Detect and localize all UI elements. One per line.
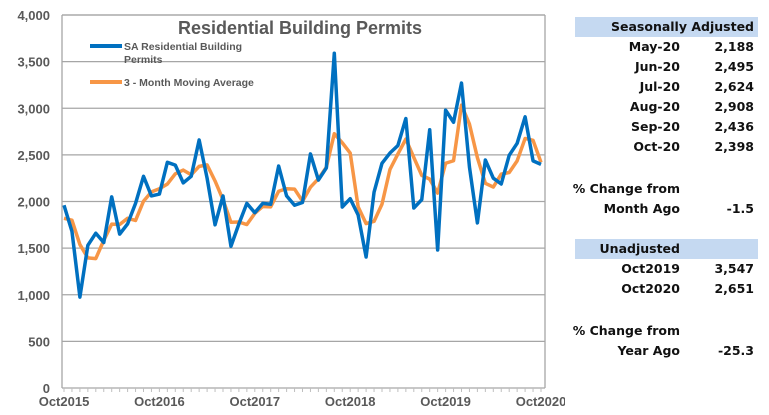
ua-value: 3,547 [714, 261, 754, 276]
x-tick-label: Oct2015 [39, 394, 90, 409]
month-change-label2: Month Ago [603, 201, 680, 216]
sa-value: 2,398 [714, 139, 754, 154]
sa-value: 2,624 [714, 79, 754, 94]
y-tick-label: 0 [43, 381, 50, 396]
ua-label: Oct2019 [621, 261, 680, 276]
sa-value: 2,188 [714, 39, 754, 54]
y-tick-label: 4,000 [17, 8, 50, 23]
x-tick-label: Oct2019 [420, 394, 471, 409]
legend-label-sa: SA Residential Building Permits [124, 41, 242, 66]
sa-label: Jul-20 [639, 79, 680, 94]
ua-header-text: Unadjusted [599, 241, 680, 256]
sa-value: 2,436 [714, 119, 754, 134]
moving-average-line [63, 103, 543, 261]
sa-label: Oct-20 [633, 139, 680, 154]
y-tick-label: 1,000 [17, 288, 50, 303]
sa-label: May-20 [628, 39, 680, 54]
sa-row: May-20 2,188 [575, 37, 758, 57]
year-change-label: % Change from [572, 323, 680, 338]
month-change-row2: Month Ago -1.5 [575, 199, 758, 219]
x-tick-label: Oct2016 [134, 394, 185, 409]
ua-row: Oct2019 3,547 [575, 259, 758, 279]
sa-row: Oct-20 2,398 [575, 137, 758, 157]
y-tick-label: 2,500 [17, 148, 50, 163]
sa-header-text: Seasonally Adjusted [611, 19, 754, 34]
y-tick-label: 3,000 [17, 101, 50, 116]
chart-title: Residential Building Permits [178, 18, 422, 38]
year-change-row1: % Change from [572, 321, 758, 341]
year-change-value: -25.3 [717, 343, 754, 358]
y-tick-label: 500 [28, 334, 50, 349]
x-tick-label: Oct2018 [325, 394, 376, 409]
month-change-value: -1.5 [726, 201, 754, 216]
sa-label: Aug-20 [629, 99, 680, 114]
month-change-label: % Change from [572, 181, 680, 196]
y-tick-label: 2,000 [17, 195, 50, 210]
sa-row: Jun-20 2,495 [575, 57, 758, 77]
ua-header: Unadjusted [575, 239, 758, 259]
sa-row: Sep-20 2,436 [575, 117, 758, 137]
month-change-row1: % Change from [572, 179, 758, 199]
ua-value: 2,651 [714, 281, 754, 296]
summary-table: Seasonally Adjusted May-20 2,188 Jun-20 2,4… [572, 17, 758, 361]
sa-header: Seasonally Adjusted [575, 17, 758, 37]
sa-row: Jul-20 2,624 [575, 77, 758, 97]
sa-value: 2,495 [714, 59, 754, 74]
x-tick-label: Oct2017 [230, 394, 281, 409]
legend: SA Residential Building Permits 3 - Month… [90, 41, 254, 89]
sa-permits-line [62, 51, 542, 299]
y-tick-label: 1,500 [17, 241, 50, 256]
legend-label-ma: 3 - Month Moving Average [124, 77, 254, 89]
ua-label: Oct2020 [621, 281, 680, 296]
sa-label: Sep-20 [630, 119, 680, 134]
permits-chart: 05001,0001,5002,0002,5003,0003,5004,000 … [17, 8, 565, 409]
ua-row: Oct2020 2,651 [575, 279, 758, 299]
sa-label: Jun-20 [634, 59, 680, 74]
x-tick-label: Oct2020 [516, 394, 565, 409]
year-change-label2: Year Ago [617, 343, 680, 358]
sa-row: Aug-20 2,908 [575, 97, 758, 117]
year-change-row2: Year Ago -25.3 [575, 341, 758, 361]
sa-value: 2,908 [714, 99, 754, 114]
y-tick-label: 3,500 [17, 55, 50, 70]
